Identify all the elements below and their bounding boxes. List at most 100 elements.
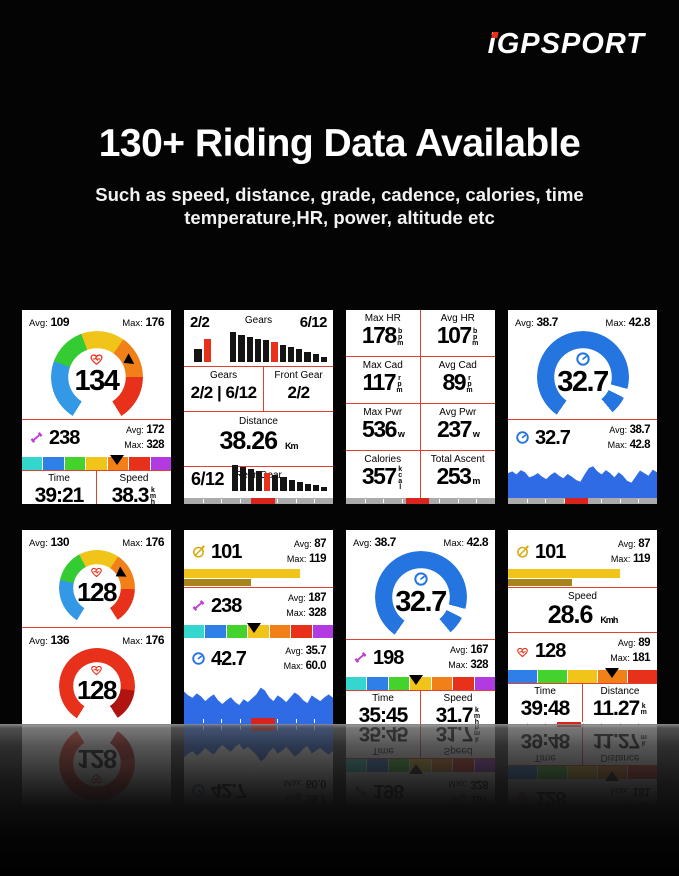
- speedometer-icon: [516, 431, 529, 445]
- front-gear-mini-chart: [194, 336, 211, 362]
- screen-2-gears: 2/2 Gears 6/12 Gears 2/2 | 6/12 Front Ge…: [184, 310, 333, 504]
- power-icon: [192, 600, 205, 612]
- speed-value: 28.6: [547, 600, 594, 629]
- hr-zone-bar: [508, 668, 657, 683]
- stat-max-cad: Max Cad 117rpm: [346, 357, 421, 404]
- hr-zone-gauge-bottom: 128: [22, 647, 171, 724]
- rear-gear-chart: [230, 332, 327, 362]
- power-avg: Avg: 172: [125, 424, 165, 436]
- speed-value: 42.7: [211, 647, 247, 670]
- gauge-ring: [58, 550, 135, 626]
- hr-zone-gauge-top: 128: [22, 549, 171, 627]
- page-indicator: [184, 498, 333, 504]
- hr-row: 128 Avg: 89 Max: 181: [508, 633, 657, 668]
- cadence-bars: [508, 568, 657, 587]
- speed-value: 38.3kmh: [111, 483, 157, 504]
- power-value: 238: [211, 594, 242, 617]
- speed-value: 32.7: [395, 586, 447, 618]
- stat-max-hr: Max HR 178bpm: [346, 310, 421, 357]
- distance-cell: Distance 11.27km: [582, 684, 657, 722]
- screens-row-1: Avg: 109 Max: 176 134: [0, 310, 679, 504]
- current-speed: 32.7: [535, 426, 571, 449]
- stat-max-pwr: Max Pwr 536 w: [346, 404, 421, 451]
- hr-avg-max-row-top: Avg: 130 Max: 176: [29, 535, 164, 549]
- speed-avg-max-row: Avg: 38.7 Max: 42.8: [353, 535, 489, 549]
- speed-max: Max: 42.8: [605, 315, 650, 329]
- cadence-icon: [193, 545, 205, 558]
- rear-gear-chart-2: [232, 465, 327, 491]
- cards-reflection: Avg: 130 Max: 176 128 Avg: 136 Max: 176: [0, 725, 679, 876]
- power-icon: [30, 432, 43, 444]
- brand-logo: iGPSPORT: [487, 28, 645, 60]
- screen-1-hr-power-time-speed: Avg: 109 Max: 176 134: [22, 310, 171, 504]
- screen-8-cadence-speed-hr: 101 Avg: 87 Max: 119 Speed 28.6 Kmh 128: [508, 530, 657, 724]
- stat-avg-cad: Avg Cad 89rpm: [420, 357, 495, 404]
- heart-rate-icon: [517, 647, 528, 657]
- rear-gear-section: Rear Gear 6/12: [184, 465, 333, 498]
- time-value: 39:21: [34, 483, 85, 504]
- power-icon: [354, 652, 367, 664]
- gears-title: Gears: [244, 315, 273, 326]
- cadence-icon: [517, 545, 529, 558]
- speed-cell: Speed 28.6 Kmh: [547, 590, 619, 629]
- time-cell: Time 35:45: [346, 691, 420, 724]
- hr-zone-gauge: 134: [22, 329, 171, 423]
- power-zone-bar: [346, 674, 495, 690]
- divider: [508, 586, 657, 588]
- page-title: 130+ Riding Data Available: [98, 122, 581, 165]
- subtitle-line-2: temperature,HR, power, altitude etc: [184, 207, 495, 229]
- screen-4-speed-gauge-chart: Avg: 38.7 Max: 42.8 32.7: [508, 310, 657, 504]
- power-zone-bar: [22, 454, 171, 470]
- distance-value: 38.26: [219, 427, 278, 455]
- gauge-ring: [374, 551, 467, 643]
- divider: [184, 586, 333, 588]
- stat-total-ascent: Total Ascent 253 m: [430, 454, 485, 489]
- speed-avg: Avg: 38.7: [515, 315, 558, 329]
- divider: [22, 627, 171, 628]
- gears-cell: Gears 2/2 | 6/12: [184, 367, 265, 411]
- cadence-row: 101 Avg: 87 Max: 119: [184, 530, 333, 569]
- gears-overview-section: 2/2 Gears 6/12: [184, 310, 333, 367]
- speed-area-chart: [508, 455, 657, 498]
- power-value: 238: [49, 426, 80, 449]
- hr-value-top: 128: [77, 577, 117, 607]
- speed-area-chart: [184, 676, 333, 724]
- speed-row: 32.7 Avg: 38.7 Max: 42.8: [508, 420, 657, 455]
- speed-gauge: 32.7: [508, 329, 657, 423]
- page-subtitle: Such as speed, distance, grade, cadence,…: [0, 183, 679, 229]
- heart-rate-icon: [91, 567, 102, 578]
- speed-value: 32.7: [557, 366, 609, 398]
- power-row: 198 Avg: 167 Max: 328: [346, 640, 495, 675]
- hr-value-bottom: 128: [77, 675, 117, 705]
- stat-calories: Calories 357kcal: [346, 451, 421, 498]
- gauge-ring: [50, 331, 143, 423]
- power-row: 238 Avg: 172 Max: 328: [22, 420, 171, 455]
- speed-cell: Speed 31.7kmh: [420, 690, 495, 724]
- screen-3-stats-grid: Max HR 178bpm Avg HR 107bpm Max Cad 117r…: [346, 310, 495, 504]
- heart-rate-icon: [91, 665, 102, 676]
- screen-6-cadence-power-speed: 101 Avg: 87 Max: 119 238 Avg: 187 Max: 3…: [184, 530, 333, 724]
- gauge-ring: [58, 648, 135, 724]
- time-cell: Time 39:21: [22, 471, 96, 504]
- page-indicator: [184, 718, 333, 724]
- heart-rate-icon: [90, 354, 103, 365]
- page-indicator: [346, 498, 495, 504]
- hr-avg-max-row-bottom: Avg: 136 Max: 176: [29, 633, 164, 647]
- power-row: 238 Avg: 187 Max: 328: [184, 588, 333, 623]
- hr-avg-max-row: Avg: 109 Max: 176: [22, 310, 171, 329]
- speedometer-icon: [192, 652, 205, 665]
- cadence-value: 101: [211, 540, 242, 563]
- speed-avg-max-row: Avg: 38.7 Max: 42.8: [508, 310, 657, 329]
- power-max: Max: 328: [124, 438, 164, 451]
- speed-row: 42.7 Avg: 35.7 Max: 60.0: [184, 638, 333, 676]
- distance-cell: Distance 38.26 Km: [184, 412, 333, 467]
- cadence-value: 101: [535, 540, 566, 563]
- hr-avg: Avg: 109: [29, 315, 70, 329]
- gauge-ring: [536, 331, 629, 423]
- speedometer-icon: [413, 572, 428, 586]
- screen-7-speed-power-time: Avg: 38.7 Max: 42.8 32.7: [346, 530, 495, 724]
- speed-cell: Speed 38.3kmh: [96, 470, 171, 504]
- hr-value: 134: [74, 365, 120, 397]
- time-value: 35:45: [358, 703, 409, 724]
